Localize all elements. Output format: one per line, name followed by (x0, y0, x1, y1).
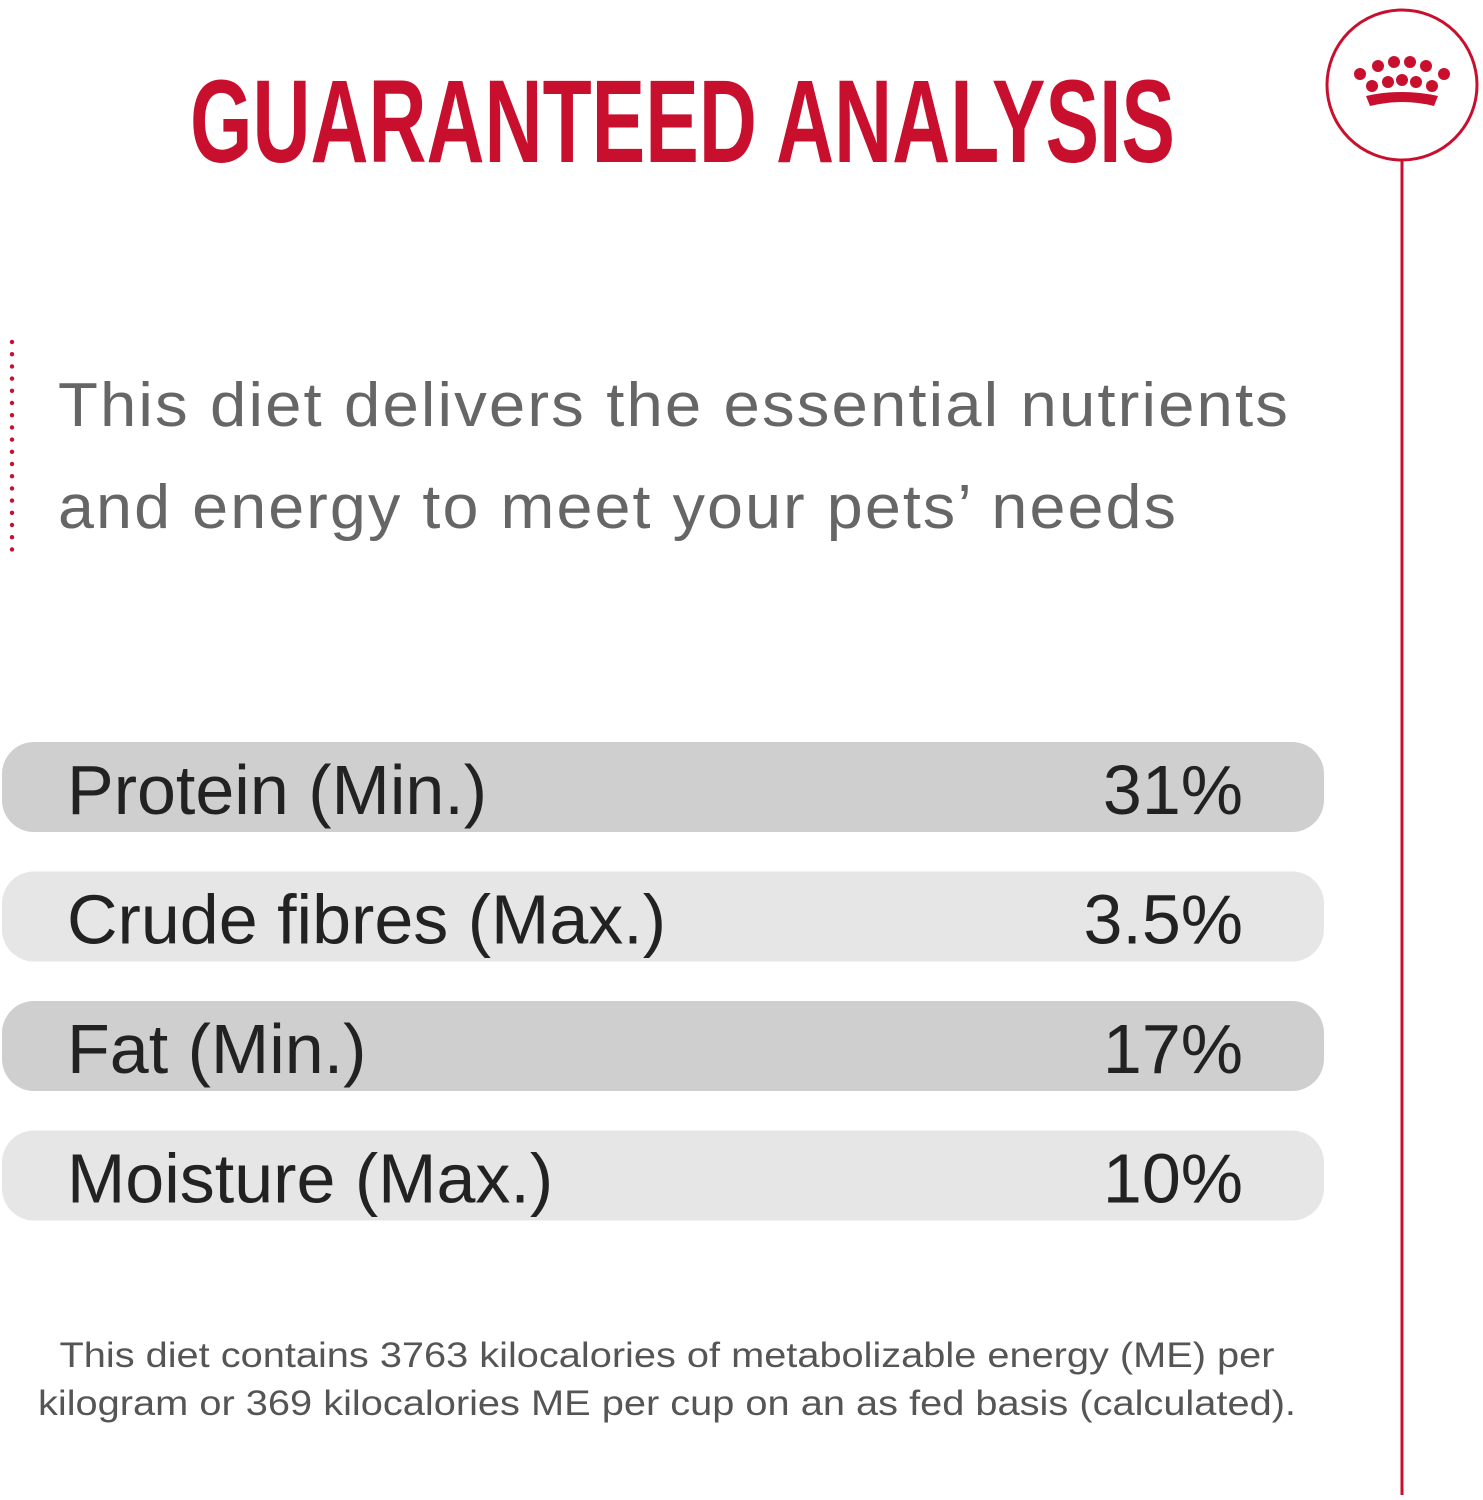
footnote-line: This diet contains 3763 kilocalories of … (60, 1336, 1275, 1375)
footnote-line: kilogram or 369 kilocalories ME per cup … (38, 1384, 1296, 1423)
dot (9, 339, 15, 345)
dot (9, 400, 15, 406)
table-row: Crude fibres (Max.) 3.5% (2, 871, 1324, 962)
dot (9, 376, 15, 381)
title: GUARANTEED ANALYSIS (190, 56, 1175, 188)
dot (9, 388, 15, 393)
nutrient-value: 10% (1103, 1140, 1243, 1218)
table-row: Moisture (Max.) 10% (2, 1130, 1324, 1221)
dot (9, 364, 15, 369)
logo (1325, 8, 1479, 1495)
dot (9, 413, 15, 418)
dot (9, 352, 15, 357)
dotted-rule (9, 339, 15, 552)
dot (9, 535, 15, 540)
table-row: Fat (Min.) 17% (2, 1001, 1324, 1091)
nutrient-name: Moisture (Max.) (67, 1140, 553, 1218)
dot (9, 425, 15, 430)
intro-line: This diet delivers the essential nutrien… (58, 371, 1290, 440)
analysis-table: Protein (Min.) 31% Crude fibres (Max.) 3.5%… (2, 742, 1324, 1221)
dot (9, 522, 15, 528)
dot (9, 547, 15, 552)
row-background (2, 742, 1324, 832)
dot (9, 474, 15, 479)
row-background (2, 1001, 1324, 1091)
nutrient-name: Fat (Min.) (67, 1010, 366, 1088)
nutrient-name: Protein (Min.) (67, 751, 487, 829)
dot (9, 510, 15, 515)
dot (9, 498, 15, 503)
nutrient-name: Crude fibres (Max.) (67, 881, 666, 959)
dot (9, 461, 15, 467)
dot (9, 449, 15, 454)
nutrient-value: 17% (1103, 1010, 1243, 1088)
row-background (2, 1130, 1324, 1221)
row-background (2, 871, 1324, 962)
intro-line: and energy to meet your pets’ needs (58, 473, 1178, 542)
nutrient-value: 3.5% (1083, 881, 1243, 959)
nutrient-value: 31% (1103, 751, 1243, 829)
dot (9, 486, 15, 491)
dot (9, 437, 15, 442)
table-row: Protein (Min.) 31% (2, 742, 1324, 832)
